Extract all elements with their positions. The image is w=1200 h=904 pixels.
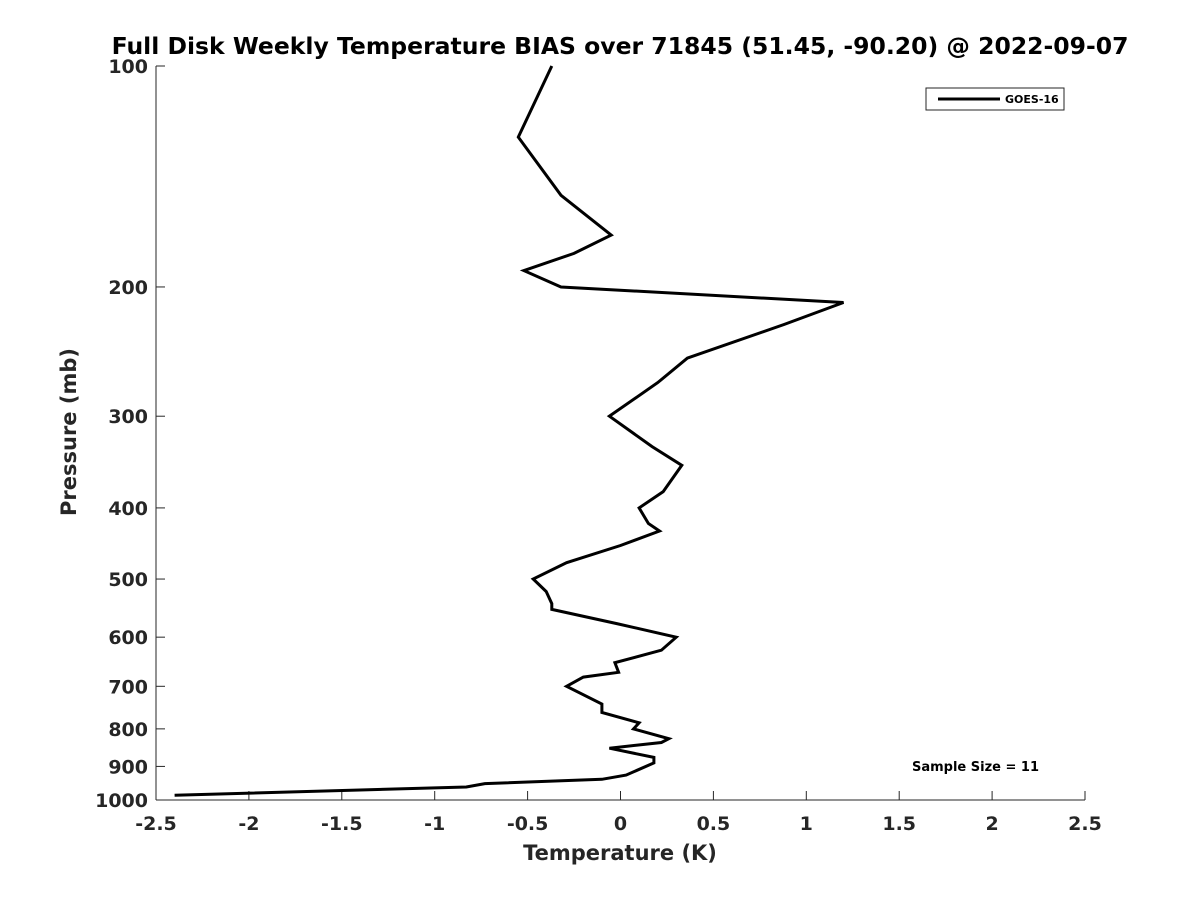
x-tick-label: 1 xyxy=(800,813,813,835)
x-tick-label: -1 xyxy=(424,813,445,835)
y-tick-label: 800 xyxy=(108,719,148,741)
x-tick-label: 0 xyxy=(614,813,627,835)
plot-axes xyxy=(155,66,1085,801)
y-tick-label: 600 xyxy=(108,627,148,649)
y-axis-ticks: 100 200 300 400 500 600 700 800 900 1000 xyxy=(95,56,165,812)
y-tick-label: 400 xyxy=(108,498,148,520)
legend-entry-goes-16: GOES-16 xyxy=(1005,93,1059,106)
series-line-goes-16 xyxy=(174,65,845,797)
x-tick-label: -1.5 xyxy=(321,813,363,835)
chart-title: Full Disk Weekly Temperature BIAS over 7… xyxy=(112,32,1129,60)
y-axis-label: Pressure (mb) xyxy=(57,348,81,516)
y-tick-label: 500 xyxy=(108,569,148,591)
x-axis-ticks: -2.5 -2 -1.5 -1 -0.5 0 0.5 1 1.5 2 2.5 xyxy=(135,791,1102,835)
y-tick-label: 300 xyxy=(108,406,148,428)
y-tick-label: 700 xyxy=(108,676,148,698)
x-axis-label: Temperature (K) xyxy=(523,841,717,865)
x-tick-label: 2 xyxy=(985,813,998,835)
x-tick-label: 1.5 xyxy=(882,813,916,835)
x-tick-label: 0.5 xyxy=(697,813,731,835)
x-tick-label: -2.5 xyxy=(135,813,177,835)
sample-size-annotation: Sample Size = 11 xyxy=(912,760,1039,775)
x-tick-label: -2 xyxy=(238,813,259,835)
y-tick-label: 200 xyxy=(108,277,148,299)
series-layer xyxy=(174,65,845,797)
y-tick-label: 900 xyxy=(108,756,148,778)
x-tick-label: 2.5 xyxy=(1068,813,1102,835)
y-tick-label: 1000 xyxy=(95,790,148,812)
x-tick-label: -0.5 xyxy=(507,813,549,835)
y-tick-label: 100 xyxy=(108,56,148,78)
legend: GOES-16 xyxy=(925,87,1065,111)
